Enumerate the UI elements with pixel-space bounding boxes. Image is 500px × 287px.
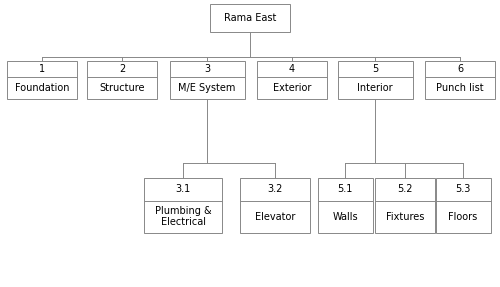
Text: Rama East: Rama East bbox=[224, 13, 276, 23]
Text: Structure: Structure bbox=[99, 83, 145, 93]
Bar bbox=[338, 61, 412, 99]
Bar bbox=[87, 61, 157, 99]
Text: M/E System: M/E System bbox=[178, 83, 236, 93]
Bar bbox=[144, 177, 222, 232]
Bar bbox=[425, 61, 495, 99]
Text: Foundation: Foundation bbox=[15, 83, 69, 93]
Text: Punch list: Punch list bbox=[436, 83, 484, 93]
Text: Walls: Walls bbox=[332, 212, 358, 222]
Bar bbox=[210, 4, 290, 32]
Text: Fixtures: Fixtures bbox=[386, 212, 424, 222]
Text: 6: 6 bbox=[457, 64, 463, 74]
Bar bbox=[375, 177, 435, 232]
Text: 5: 5 bbox=[372, 64, 378, 74]
Text: 3.1: 3.1 bbox=[176, 184, 190, 194]
Bar bbox=[318, 177, 372, 232]
Text: Exterior: Exterior bbox=[273, 83, 311, 93]
Bar bbox=[257, 61, 327, 99]
Text: 5.1: 5.1 bbox=[338, 184, 352, 194]
Bar bbox=[436, 177, 490, 232]
Text: 5.3: 5.3 bbox=[456, 184, 470, 194]
Text: Plumbing &
Electrical: Plumbing & Electrical bbox=[154, 206, 212, 227]
Text: Interior: Interior bbox=[357, 83, 393, 93]
Text: 5.2: 5.2 bbox=[397, 184, 413, 194]
Text: 3.2: 3.2 bbox=[268, 184, 282, 194]
Text: 1: 1 bbox=[39, 64, 45, 74]
Bar bbox=[170, 61, 244, 99]
Text: Floors: Floors bbox=[448, 212, 478, 222]
Text: 4: 4 bbox=[289, 64, 295, 74]
Text: Elevator: Elevator bbox=[255, 212, 295, 222]
Bar bbox=[240, 177, 310, 232]
Text: 2: 2 bbox=[119, 64, 125, 74]
Text: 3: 3 bbox=[204, 64, 210, 74]
Bar bbox=[7, 61, 77, 99]
